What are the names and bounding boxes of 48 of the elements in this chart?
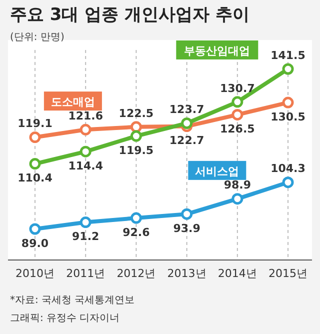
data-label: 121.6 <box>68 110 104 122</box>
point <box>232 193 244 205</box>
data-label: 130.7 <box>220 82 255 95</box>
point <box>130 212 142 224</box>
data-label: 141.5 <box>270 48 306 62</box>
data-label: 126.5 <box>220 122 255 136</box>
point <box>29 223 41 235</box>
data-label: 110.4 <box>18 172 53 185</box>
series-label: 도소매업 <box>50 95 95 108</box>
chart-title: 주요 3대 업종 개인사업자 추이 <box>10 5 250 25</box>
data-label: 91.2 <box>72 230 100 244</box>
chart-subtitle: (단위: 만명) <box>10 32 64 43</box>
point <box>282 96 294 108</box>
point <box>29 158 41 170</box>
point <box>282 63 294 75</box>
x-tick-label: 2015년 <box>268 267 308 280</box>
x-tick-label: 2014년 <box>218 267 257 280</box>
x-tick-label: 2010년 <box>16 267 54 280</box>
data-label: 119.1 <box>18 117 52 130</box>
point <box>29 132 41 144</box>
point <box>232 108 244 120</box>
data-label: 98.9 <box>224 178 251 192</box>
point <box>282 176 294 188</box>
point <box>232 96 244 108</box>
x-tick-label: 2013년 <box>167 267 206 280</box>
point <box>80 124 92 136</box>
text: 그래픽: 유정수 디자이너 <box>10 313 120 324</box>
data-label: 114.4 <box>68 159 104 172</box>
data-label: 119.5 <box>118 144 154 157</box>
text: 부동산임대업 <box>184 44 250 58</box>
point <box>130 121 142 133</box>
data-label: 123.7 <box>169 103 204 116</box>
point <box>181 118 193 129</box>
point <box>130 130 142 142</box>
data-label: 104.3 <box>270 162 306 176</box>
x-tick-label: 2011년 <box>66 267 106 280</box>
point <box>80 146 92 158</box>
data-label: 122.7 <box>169 134 204 148</box>
data-label: 92.6 <box>122 226 150 239</box>
data-label: 130.5 <box>270 110 306 124</box>
x-tick-label: 2012년 <box>116 267 156 280</box>
point <box>181 208 193 220</box>
data-label: 93.9 <box>173 222 200 235</box>
text: *자료: 국세청 국세통계연보 <box>10 295 135 306</box>
point <box>80 216 92 228</box>
data-label: 89.0 <box>21 236 49 250</box>
data-label: 122.5 <box>118 106 154 120</box>
series-label: 서비스업 <box>195 164 240 178</box>
